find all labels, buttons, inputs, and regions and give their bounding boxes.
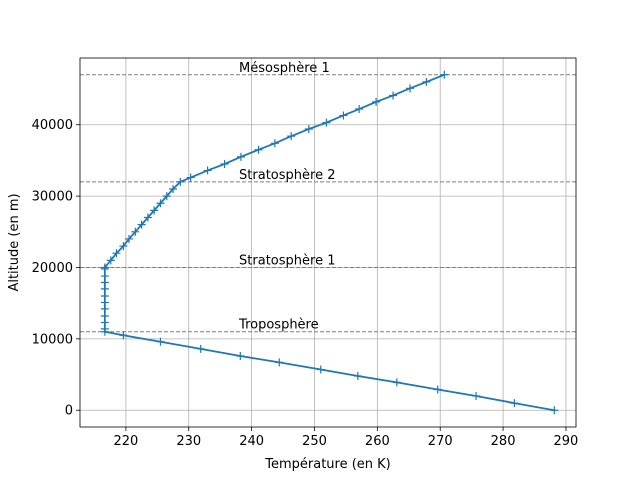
- layer-annotation: Stratosphère 2: [239, 168, 335, 183]
- x-tick-label: 230: [176, 434, 201, 449]
- data-point-marker: [176, 177, 185, 186]
- data-point-marker: [422, 77, 431, 86]
- data-point-marker: [472, 391, 481, 400]
- x-tick-label: 270: [428, 434, 453, 449]
- layer-annotation: Mésosphère 1: [239, 61, 330, 76]
- data-point-marker: [433, 385, 442, 394]
- data-point-marker: [156, 337, 165, 346]
- data-point-marker: [339, 111, 348, 120]
- data-point-marker: [275, 358, 284, 367]
- x-tick-label: 280: [491, 434, 516, 449]
- data-point-marker: [169, 184, 178, 193]
- annotations: Troposphère Stratosphère 1 Stratosphère 2 M…: [238, 61, 335, 333]
- x-tick-label: 220: [113, 434, 138, 449]
- data-point-marker: [236, 152, 245, 161]
- reference-lines: [80, 74, 576, 333]
- data-point-marker: [156, 199, 165, 208]
- data-point-marker: [100, 312, 109, 321]
- data-point-marker: [150, 206, 159, 215]
- series: [100, 70, 559, 415]
- x-tick-label: 240: [239, 434, 264, 449]
- layer-annotation: Stratosphère 1: [239, 253, 335, 268]
- data-point-marker: [304, 125, 313, 134]
- data-point-marker: [196, 344, 205, 353]
- data-point-marker: [131, 227, 140, 236]
- data-point-marker: [287, 132, 296, 141]
- x-tick-label: 250: [302, 434, 327, 449]
- y-tick-label: 0: [65, 404, 73, 419]
- data-point-marker: [100, 272, 109, 281]
- data-point-marker: [203, 166, 212, 175]
- data-point-marker: [100, 263, 109, 272]
- data-point-marker: [353, 371, 362, 380]
- data-point-marker: [162, 192, 171, 201]
- data-point-marker: [112, 249, 121, 258]
- data-point-marker: [254, 145, 263, 154]
- data-point-marker: [316, 365, 325, 374]
- y-tick-label: 40000: [32, 118, 73, 133]
- data-point-marker: [186, 173, 195, 182]
- y-tick-label: 30000: [32, 190, 73, 205]
- y-axis-title: Altitude (en m): [7, 193, 22, 291]
- data-point-marker: [270, 139, 279, 148]
- data-point-marker: [143, 213, 152, 222]
- data-point-marker: [322, 118, 331, 127]
- data-point-marker: [137, 220, 146, 229]
- data-point-marker: [406, 84, 415, 93]
- data-point-marker: [100, 292, 109, 301]
- series-line: [103, 73, 555, 412]
- data-point-marker: [550, 406, 559, 415]
- ticks: 220 230 240 250 260 270 280 290 0 10000 20000 30000…: [32, 118, 579, 449]
- data-point-marker: [510, 399, 519, 408]
- plot-frame: [79, 57, 577, 428]
- x-tick-label: 290: [554, 434, 579, 449]
- data-point-marker: [355, 105, 364, 114]
- data-point-marker: [372, 97, 381, 106]
- data-point-marker: [106, 256, 115, 265]
- x-tick-label: 260: [365, 434, 390, 449]
- data-point-marker: [392, 378, 401, 387]
- data-point-marker: [125, 234, 134, 243]
- data-point-marker: [440, 70, 449, 79]
- y-tick-label: 10000: [32, 332, 73, 347]
- plot-area: [80, 58, 576, 427]
- layer-annotation: Troposphère: [238, 318, 319, 333]
- data-point-marker: [119, 242, 128, 251]
- data-point-marker: [220, 159, 229, 168]
- data-point-marker: [119, 331, 128, 340]
- data-point-marker: [236, 351, 245, 360]
- y-tick-label: 20000: [32, 261, 73, 276]
- data-point-marker: [389, 91, 398, 100]
- x-axis-title: Température (en K): [264, 457, 391, 472]
